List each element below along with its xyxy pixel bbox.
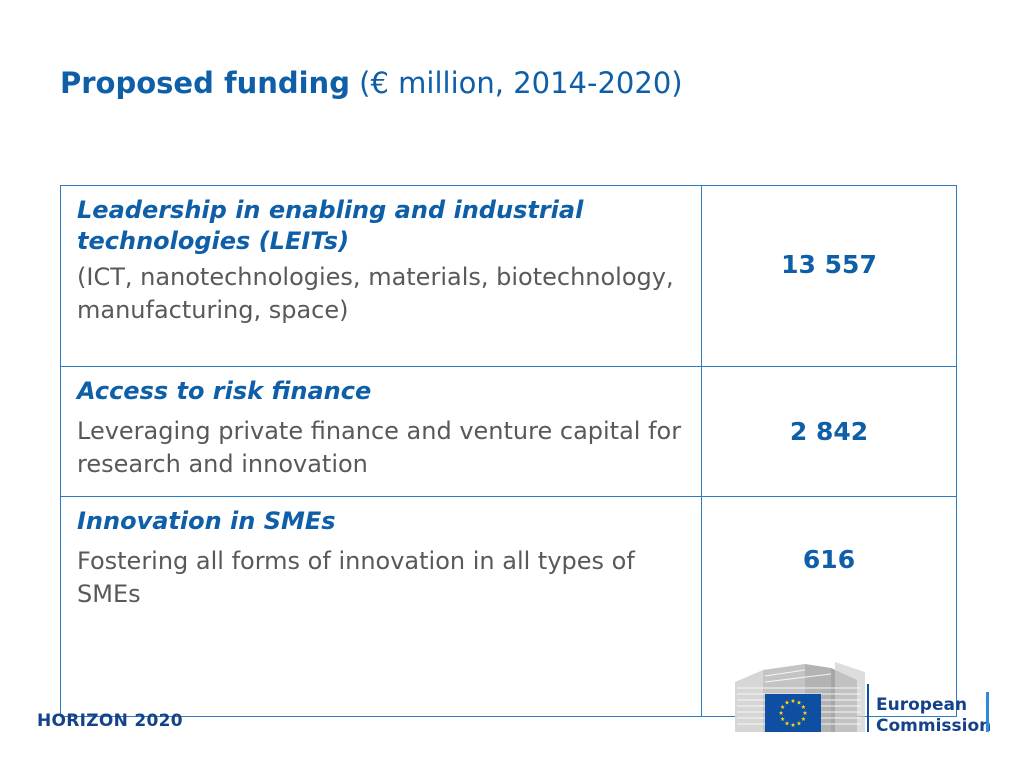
slide-title-rest: (€ million, 2014-2020)	[349, 66, 683, 100]
row-amount: 2 842	[701, 366, 957, 497]
european-commission-logo: European Commission	[735, 662, 991, 736]
slide-title: Proposed funding (€ million, 2014-2020)	[60, 66, 683, 100]
horizon-2020-brand: HORIZON 2020	[37, 711, 183, 731]
row-description: (ICT, nanotechnologies, materials, biote…	[77, 263, 674, 324]
logo-line-european: European	[876, 695, 967, 715]
eu-star-icon	[802, 710, 808, 715]
berlaymont-building-icon	[735, 662, 865, 732]
eu-star-icon	[790, 722, 796, 727]
eu-star-icon	[796, 700, 802, 705]
row-title: Access to risk finance	[77, 377, 372, 405]
row-title: Leadership in enabling and industrial te…	[77, 196, 584, 255]
eu-star-icon	[801, 704, 806, 709]
eu-star-icon	[784, 720, 790, 726]
eu-star-icon	[780, 704, 785, 709]
funding-table: Leadership in enabling and industrial te…	[60, 185, 957, 717]
row-description-cell: Innovation in SMEs Fostering all forms o…	[60, 496, 702, 717]
eu-star-icon	[790, 698, 796, 703]
eu-star-icon	[780, 716, 785, 721]
row-description: Leveraging private finance and venture c…	[77, 417, 682, 478]
row-title: Innovation in SMEs	[77, 507, 336, 535]
row-amount: 13 557	[701, 185, 957, 367]
slide-title-bold: Proposed funding	[60, 66, 350, 100]
eu-star-icon	[796, 720, 802, 726]
eu-star-icon	[784, 700, 790, 705]
eu-star-icon	[778, 710, 784, 715]
logo-line-commission: Commission	[876, 716, 991, 736]
eu-star-icon	[801, 716, 806, 721]
table-row: Access to risk finance Leveraging privat…	[60, 366, 957, 497]
row-description-cell: Access to risk finance Leveraging privat…	[60, 366, 702, 497]
row-description-cell: Leadership in enabling and industrial te…	[60, 185, 702, 367]
table-row: Leadership in enabling and industrial te…	[60, 185, 957, 367]
row-description: Fostering all forms of innovation in all…	[77, 547, 635, 608]
eu-flag-icon	[765, 694, 821, 732]
